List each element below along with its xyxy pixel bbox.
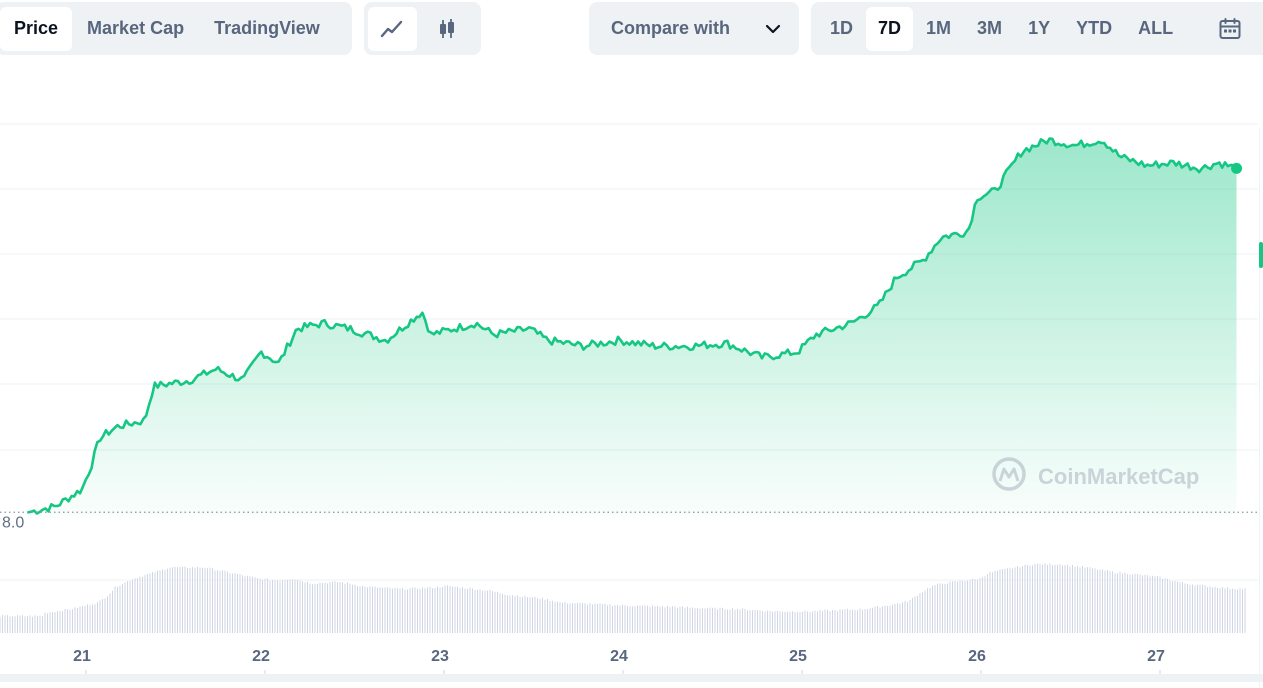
chevron-down-icon — [765, 24, 781, 33]
tab-market-cap[interactable]: Market Cap — [87, 18, 185, 38]
range-1m[interactable]: 1M — [926, 18, 952, 38]
price-marker-tab — [1259, 242, 1263, 268]
tab-tradingview[interactable]: TradingView — [214, 18, 320, 38]
candlestick-icon — [439, 18, 454, 38]
price-chart-svg: 8.0 CoinMarketCap 21 22 23 24 25 26 27 — [0, 123, 1263, 682]
watermark: CoinMarketCap — [992, 457, 1199, 491]
compare-label: Compare with — [611, 18, 731, 38]
x-tick-label: 24 — [610, 648, 628, 665]
x-tick-label: 25 — [789, 648, 807, 665]
range-7d[interactable]: 7D — [866, 6, 914, 51]
price-line — [27, 137, 1238, 515]
price-area — [28, 138, 1237, 518]
calendar-icon — [1219, 17, 1241, 39]
price-chart[interactable]: 8.0 CoinMarketCap 21 22 23 24 25 26 27 — [0, 56, 1263, 688]
range-all[interactable]: ALL — [1138, 18, 1174, 38]
range-1d[interactable]: 1D — [830, 18, 854, 38]
range-3m[interactable]: 3M — [977, 18, 1003, 38]
x-tick-label: 26 — [968, 648, 986, 665]
candlestick-button[interactable] — [423, 7, 472, 51]
watermark-text: CoinMarketCap — [1038, 464, 1199, 489]
last-price-dot — [1231, 162, 1243, 174]
x-tick-label: 23 — [431, 648, 449, 665]
right-axis-line — [1259, 128, 1260, 688]
volume-bars — [0, 563, 1246, 633]
bottom-strip — [0, 674, 1263, 682]
chart-style-toggle — [364, 2, 481, 55]
chart-toolbar: Price Market Cap TradingView Compare wit… — [0, 0, 1263, 56]
compare-dropdown[interactable]: Compare with — [589, 2, 799, 55]
y-tick-label: 8.0 — [2, 514, 24, 531]
x-tick-label: 21 — [73, 648, 91, 665]
chart-type-tabs: Price Market Cap TradingView — [0, 2, 352, 55]
x-tick-label: 22 — [252, 648, 270, 665]
date-picker-button[interactable] — [1192, 7, 1263, 51]
x-tick-label: 27 — [1147, 648, 1165, 665]
tab-price[interactable]: Price — [0, 6, 73, 51]
time-range-tabs: 1D 7D 1M 3M 1Y YTD ALL — [811, 2, 1263, 55]
x-axis: 21 22 23 24 25 26 27 — [73, 648, 1165, 680]
range-ytd[interactable]: YTD — [1076, 18, 1113, 38]
line-chart-button[interactable] — [368, 6, 417, 51]
line-chart-icon — [381, 20, 403, 37]
range-1y[interactable]: 1Y — [1028, 18, 1051, 38]
